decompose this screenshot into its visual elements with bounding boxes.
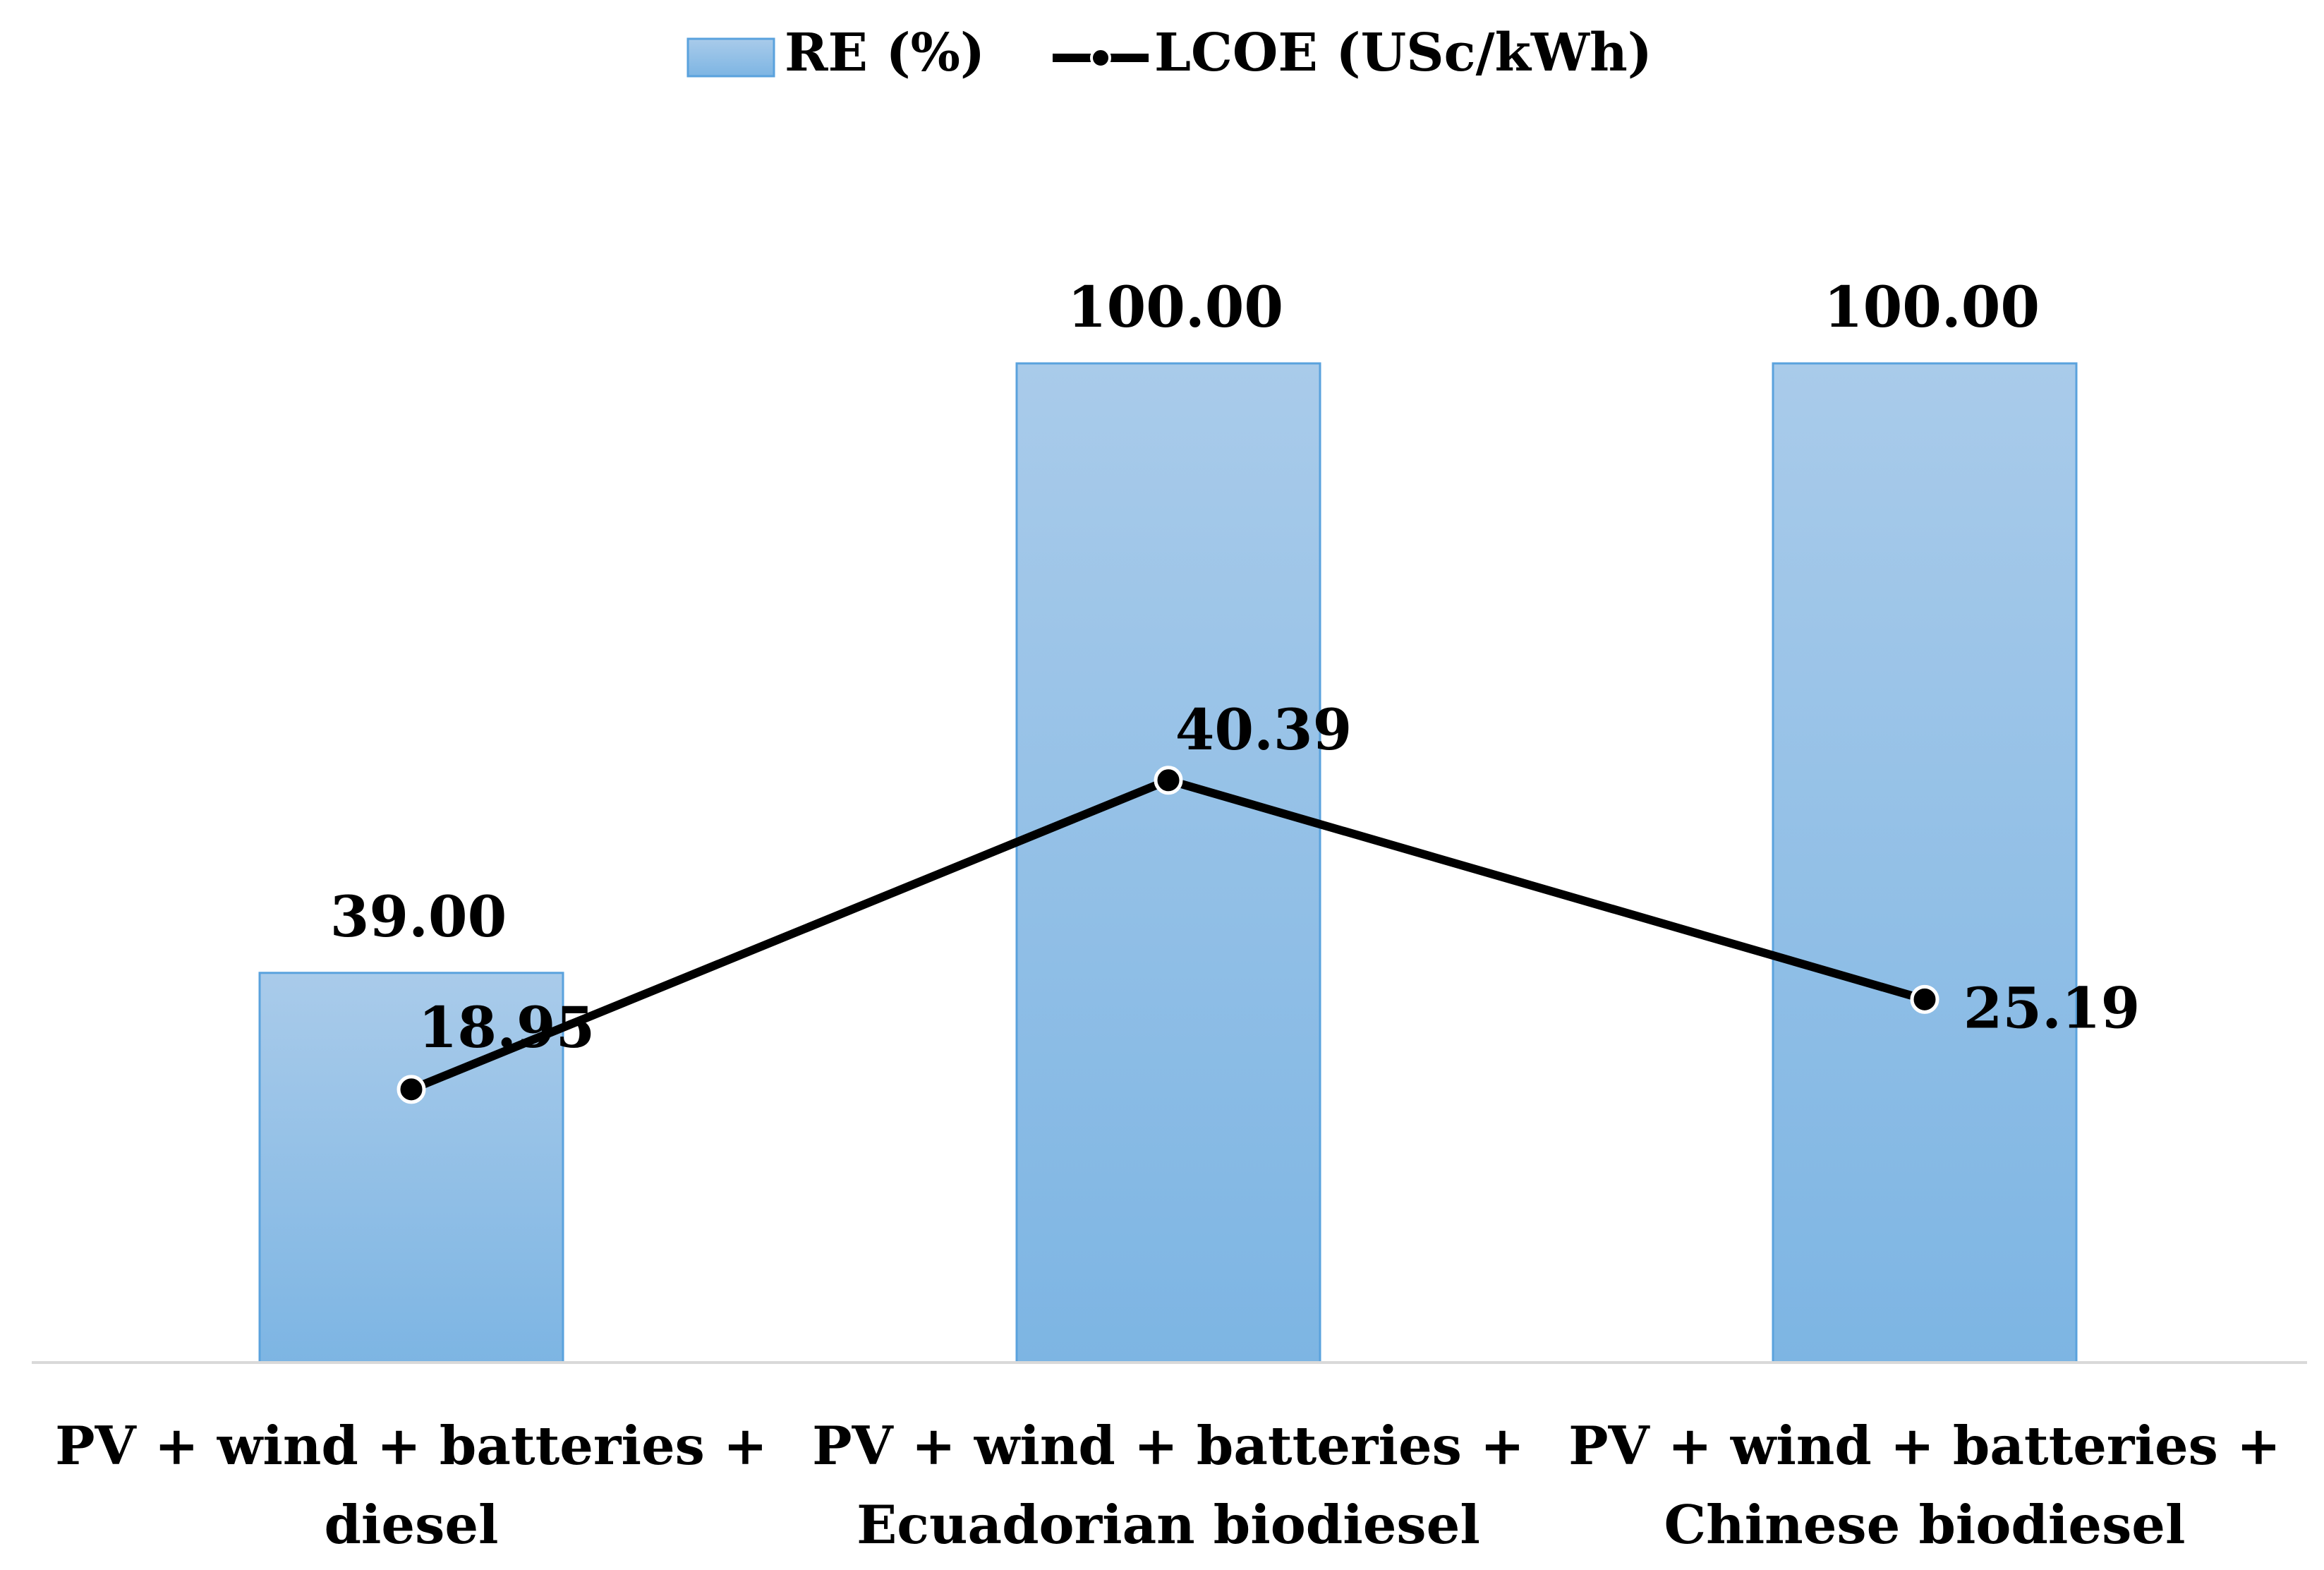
category-label: PV + wind + batteries + <box>1568 1415 2281 1477</box>
line-value-label: 40.39 <box>1175 696 1352 763</box>
bar <box>1015 362 1321 1364</box>
legend-line-marker <box>1090 47 1111 68</box>
category-label: diesel <box>324 1494 498 1556</box>
bar-value-label: 100.00 <box>1067 274 1283 340</box>
lcoe-point <box>397 1075 426 1104</box>
category-labels: PV + wind + batteries + diesel PV + wind +… <box>55 1415 2281 1556</box>
category-label: Chinese biodiesel <box>1664 1494 2185 1556</box>
line-value-label: 25.19 <box>1963 974 2141 1041</box>
legend-bar-swatch <box>686 37 775 78</box>
legend-bar-label: RE (%) <box>785 23 985 83</box>
line-value-label: 18.95 <box>418 994 595 1061</box>
category-label: PV + wind + batteries + <box>812 1415 1525 1477</box>
line-value-labels: 18.95 40.39 25.19 <box>418 696 2141 1061</box>
category-label: PV + wind + batteries + <box>55 1415 768 1477</box>
legend-line-label: LCOE (USc/kWh) <box>1154 23 1652 83</box>
category-label: Ecuadorian biodiesel <box>857 1494 1480 1556</box>
lcoe-point <box>1154 766 1183 795</box>
bar-value-label: 39.00 <box>330 883 507 950</box>
bars-group <box>258 362 2078 1364</box>
lcoe-point <box>1910 984 1939 1014</box>
bar <box>1772 362 2078 1364</box>
line-series-group <box>397 766 1939 1104</box>
bar-value-label: 100.00 <box>1824 274 2040 340</box>
bar-value-labels: 39.00 100.00 100.00 <box>330 274 2040 950</box>
legend: RE (%) LCOE (USc/kWh) <box>686 23 1652 83</box>
